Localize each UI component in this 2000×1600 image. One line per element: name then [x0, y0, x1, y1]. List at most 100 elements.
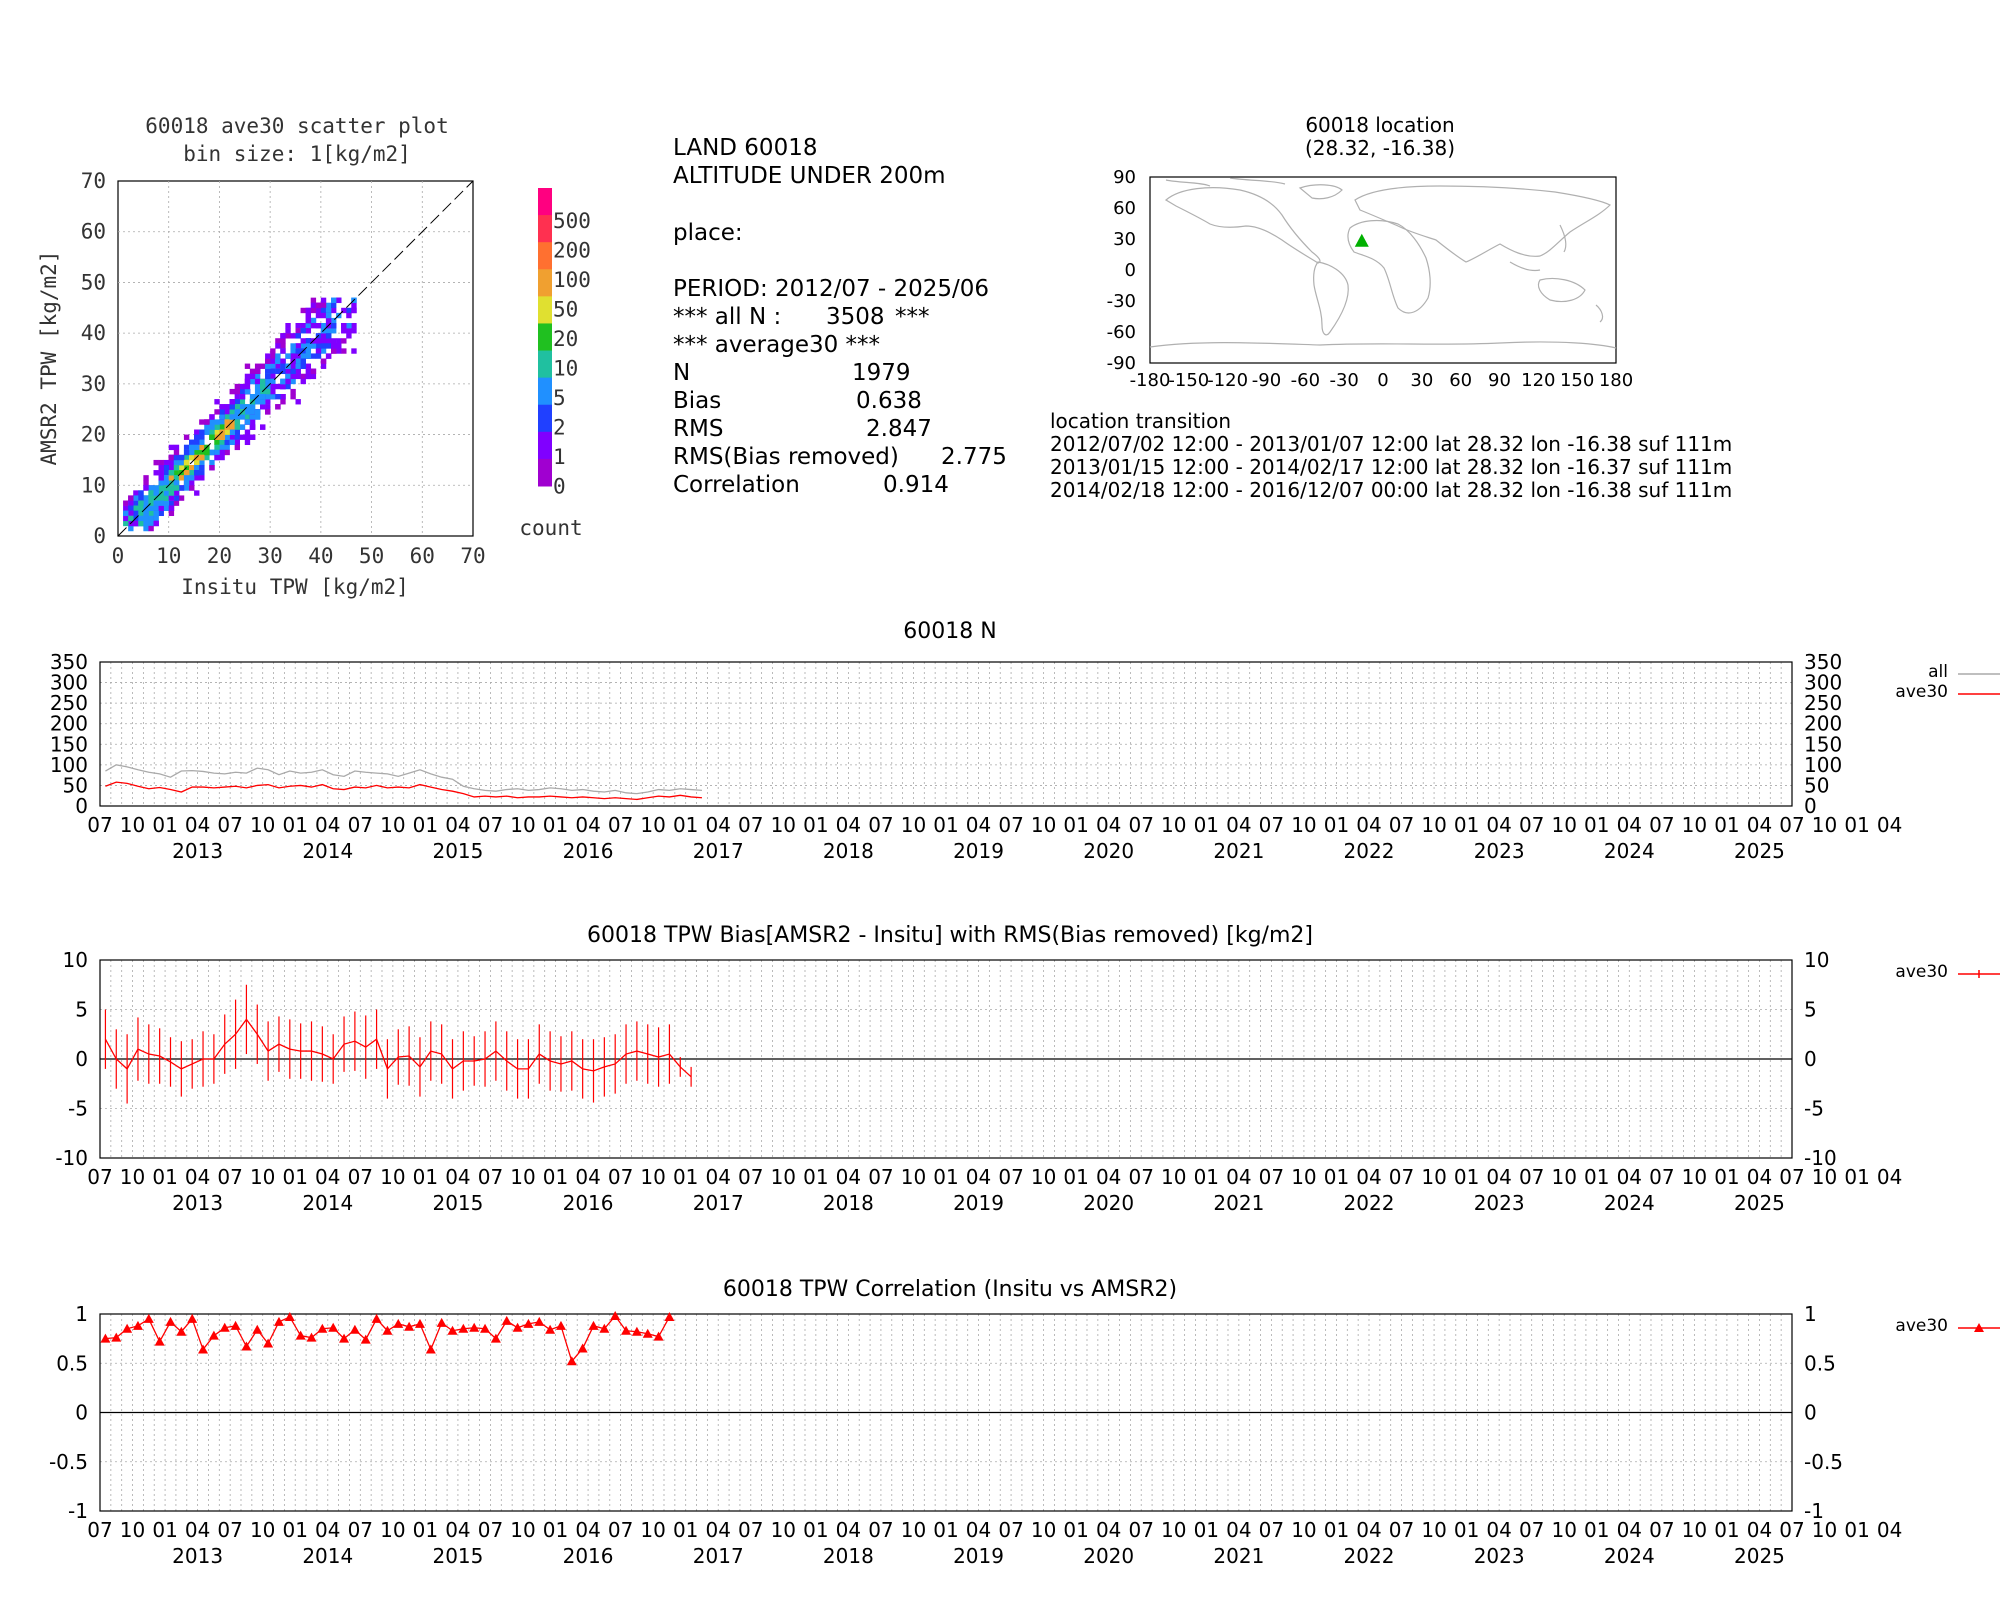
legend-marker-ave30	[1974, 1323, 1984, 1332]
scatter-bin	[346, 312, 352, 319]
info-station: LAND 60018	[673, 135, 817, 161]
correlation-point	[230, 1320, 241, 1330]
month-label: 10	[1682, 1165, 1707, 1189]
year-label: 2018	[823, 839, 874, 863]
y-tick-label-right: 200	[1804, 712, 1842, 736]
scatter-bin	[189, 444, 195, 451]
year-label: 2020	[1083, 839, 1134, 863]
scatter-bin	[224, 419, 230, 425]
colorbar-label: 2	[553, 416, 566, 440]
month-label: 07	[868, 1518, 893, 1542]
scatter-bin	[300, 343, 306, 349]
scatter-bin	[351, 348, 357, 354]
scatter-bin	[173, 500, 180, 506]
scatter-bin	[305, 348, 312, 354]
month-label: 10	[510, 1518, 535, 1542]
map-x-tick-label: 60	[1449, 370, 1472, 391]
year-label: 2025	[1734, 1544, 1785, 1568]
n-chart-title: 60018 N	[903, 619, 996, 644]
correlation-point	[523, 1318, 534, 1328]
scatter-bin	[128, 510, 134, 517]
scatter-bin	[123, 515, 129, 522]
month-label: 04	[1747, 1518, 1772, 1542]
y-tick-label: 200	[50, 712, 88, 736]
scatter-bin	[148, 515, 154, 522]
month-label: 01	[1584, 1518, 1609, 1542]
scatter-bin	[249, 419, 256, 425]
scatter-bin	[224, 414, 230, 420]
month-label: 10	[510, 1165, 535, 1189]
month-label: 04	[1226, 1518, 1251, 1542]
month-label: 04	[1096, 1518, 1121, 1542]
scatter-bin	[310, 307, 317, 314]
month-label: 04	[1877, 1165, 1902, 1189]
scatter-bin	[168, 505, 175, 511]
month-label: 04	[966, 813, 991, 837]
y-tick-label: -10	[55, 1146, 88, 1170]
month-label: 01	[1063, 1165, 1088, 1189]
scatter-bin	[168, 495, 175, 501]
year-label: 2015	[432, 1544, 483, 1568]
scatter-bin	[325, 333, 332, 339]
scatter-bin	[275, 394, 281, 400]
month-label: 07	[1649, 1165, 1674, 1189]
scatter-bin	[300, 363, 306, 369]
y-tick-label: 0.5	[56, 1351, 88, 1375]
scatter-bin	[351, 328, 357, 334]
month-label: 01	[1324, 1165, 1349, 1189]
year-label: 2019	[953, 1191, 1004, 1215]
map-x-tick-label: 150	[1560, 370, 1594, 391]
correlation-point	[219, 1322, 230, 1332]
y-tick-label-right: 0	[1804, 1047, 1817, 1071]
y-tick-label: 0	[75, 1047, 88, 1071]
colorbar-cell	[538, 269, 552, 297]
scatter-bin	[199, 419, 205, 425]
scatter-bin	[325, 338, 332, 344]
scatter-bin	[305, 317, 312, 324]
scatter-bin	[285, 328, 291, 334]
scatter-bin	[138, 505, 144, 511]
month-label: 01	[152, 1518, 177, 1542]
scatter-bin	[133, 510, 139, 517]
scatter-bin	[173, 449, 180, 456]
month-label: 01	[933, 813, 958, 837]
month-label: 04	[1747, 813, 1772, 837]
scatter-bin	[158, 470, 164, 476]
scatter-bin	[244, 419, 251, 425]
scatter-bin	[244, 414, 251, 420]
correlation-point	[480, 1323, 491, 1333]
month-label: 07	[998, 813, 1023, 837]
scatter-bin	[254, 409, 261, 415]
y-tick-label: 0	[75, 794, 88, 818]
y-tick-label-right: 150	[1804, 732, 1842, 756]
y-tick-label-right: 1	[1804, 1302, 1817, 1326]
month-label: 10	[250, 813, 275, 837]
colorbar-label: 0	[553, 475, 566, 499]
plot-frame	[99, 661, 1793, 807]
correlation-point	[534, 1316, 545, 1326]
year-label: 2024	[1604, 1544, 1655, 1568]
scatter-bin	[310, 323, 317, 329]
colorbar-label: 1	[553, 445, 566, 469]
scatter-bin	[325, 312, 332, 319]
scatter-bin	[138, 515, 144, 522]
bias-series-line	[104, 1018, 692, 1078]
y-tick-label: -0.5	[49, 1450, 88, 1474]
y-tick-label: 250	[50, 691, 88, 715]
scatter-bin	[204, 419, 210, 425]
month-label: 07	[87, 1165, 112, 1189]
month-label: 10	[771, 1518, 796, 1542]
map-title: 60018 location	[1305, 113, 1454, 137]
scatter-bin	[234, 424, 241, 430]
x-tick-label: 70	[460, 544, 485, 568]
scatter-bin	[199, 454, 205, 461]
scatter-bin	[331, 348, 337, 354]
correlation-point	[122, 1323, 133, 1333]
y-tick-label-right: 300	[1804, 671, 1842, 695]
scatter-bin	[305, 368, 312, 375]
y-tick-label-right: 50	[1804, 773, 1829, 797]
month-label: 10	[120, 1165, 145, 1189]
month-label: 04	[1747, 1165, 1772, 1189]
scatter-bin	[270, 383, 276, 390]
scatter-bin	[168, 465, 175, 471]
